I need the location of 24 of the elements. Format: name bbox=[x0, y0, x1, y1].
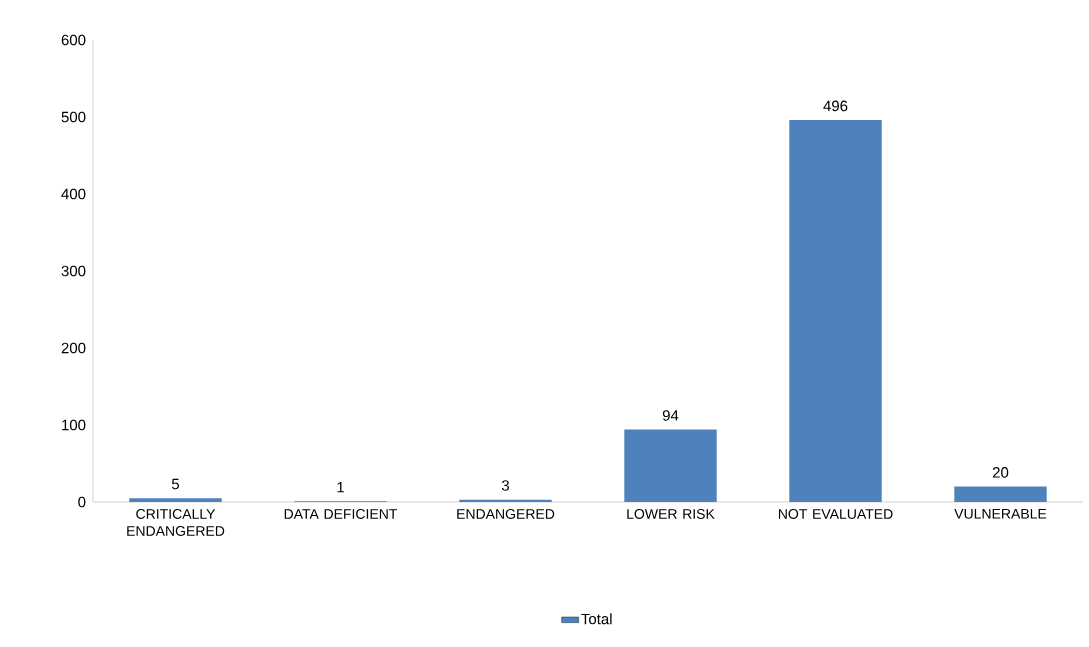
legend-label: Total bbox=[581, 613, 612, 625]
x-tick-label: CRITICALLY ENDANGERED bbox=[127, 508, 225, 536]
data-label: 94 bbox=[662, 410, 679, 421]
data-label: 1 bbox=[337, 482, 344, 493]
y-tick-label: 300 bbox=[61, 265, 86, 277]
x-tick-label: NOT EVALUATED bbox=[778, 508, 893, 519]
x-tick-label: ENDANGERED bbox=[457, 508, 555, 519]
x-tick-label: LOWER RISK bbox=[627, 508, 715, 519]
bar bbox=[624, 429, 717, 502]
y-tick-label: 0 bbox=[78, 496, 86, 508]
data-label: 20 bbox=[992, 467, 1009, 478]
bar bbox=[954, 486, 1047, 502]
y-tick-label: 500 bbox=[61, 111, 86, 123]
x-tick-label: DATA DEFICIENT bbox=[284, 508, 398, 519]
y-tick-label: 100 bbox=[62, 419, 86, 431]
bar bbox=[129, 498, 222, 502]
bar bbox=[789, 120, 882, 502]
data-label: 5 bbox=[171, 478, 180, 490]
y-tick-label: 200 bbox=[61, 342, 86, 354]
x-tick-label: VULNERABLE bbox=[954, 509, 1047, 519]
data-label: 3 bbox=[501, 480, 510, 491]
y-tick-label: 400 bbox=[61, 188, 86, 200]
y-tick-label: 600 bbox=[61, 34, 86, 46]
data-label: 496 bbox=[823, 100, 848, 112]
